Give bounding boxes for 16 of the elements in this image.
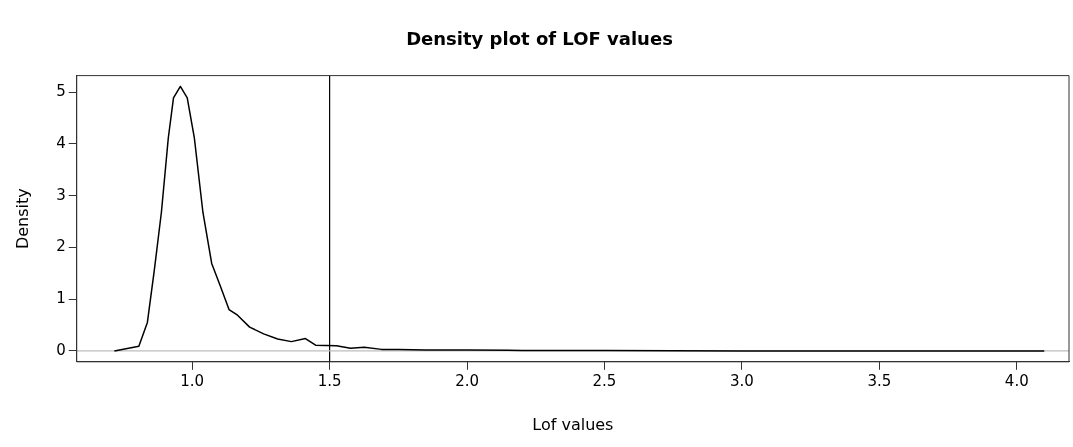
y-tick-label: 5 <box>56 82 66 101</box>
y-tick-label: 3 <box>56 185 66 204</box>
x-tick-label: 1.5 <box>317 371 342 390</box>
y-tick-label: 0 <box>56 340 66 359</box>
x-tick-label: 3.5 <box>867 371 892 390</box>
y-tick-label: 1 <box>56 289 66 308</box>
y-tick-label: 2 <box>56 237 66 256</box>
x-axis-title: Lof values <box>532 414 614 434</box>
chart-title: Density plot of LOF values <box>406 28 673 50</box>
x-tick-label: 1.0 <box>180 371 205 390</box>
y-axis-title: Density <box>12 188 32 250</box>
x-tick-label: 2.5 <box>592 371 617 390</box>
y-tick-label: 4 <box>56 133 66 152</box>
x-tick-label: 4.0 <box>1004 371 1029 390</box>
x-tick-label: 2.0 <box>455 371 479 390</box>
x-tick-label: 3.0 <box>729 371 754 390</box>
